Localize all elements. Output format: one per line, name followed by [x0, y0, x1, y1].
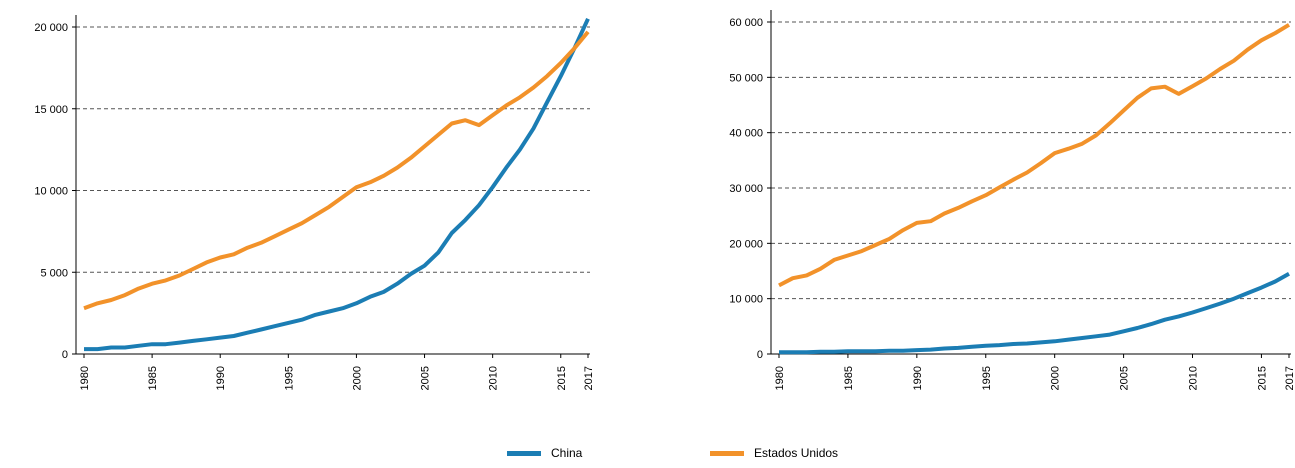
y-tick-label: 0 — [62, 349, 68, 361]
series-line-china — [84, 17, 590, 352]
series-line-estados-unidos — [83, 30, 590, 311]
legend-item-usa: Estados Unidos — [710, 446, 838, 460]
x-tick-label: 2010 — [488, 366, 500, 390]
series-line-estados-unidos — [778, 23, 1291, 288]
y-tick-label: 60 000 — [729, 17, 763, 29]
x-tick-label: 1990 — [215, 366, 227, 390]
y-tick-label: 10 000 — [34, 186, 68, 198]
x-tick-label: 2017 — [583, 366, 595, 390]
series-line-china — [779, 272, 1290, 355]
x-tick-label: 2000 — [351, 366, 363, 390]
y-tick-label: 50 000 — [729, 72, 763, 84]
x-tick-label: 1995 — [981, 366, 993, 390]
x-tick-label: 1990 — [912, 366, 924, 390]
y-tick-label: 20 000 — [729, 238, 763, 250]
legend-swatch-china — [507, 450, 541, 456]
y-tick-label: 30 000 — [729, 183, 763, 195]
chart-right: 0 10 000 20 000 30 000 40 000 50 000 60 000 198… — [729, 10, 1295, 390]
legend-swatch-usa — [710, 450, 744, 456]
x-tick-label: 1985 — [147, 366, 159, 390]
x-tick-label: 2017 — [1284, 366, 1295, 390]
y-tick-label: 5 000 — [40, 267, 68, 279]
x-tick-label: 1980 — [79, 366, 91, 390]
x-tick-label: 2005 — [1119, 366, 1131, 390]
x-tick-label: 2015 — [556, 366, 568, 390]
x-tick-label: 1985 — [843, 366, 855, 390]
x-tick-label: 2015 — [1256, 366, 1268, 390]
y-tick-label: 10 000 — [729, 294, 763, 306]
x-tick-label: 2005 — [420, 366, 432, 390]
y-tick-label: 15 000 — [34, 104, 68, 116]
legend-label-usa: Estados Unidos — [754, 446, 839, 460]
y-tick-label: 40 000 — [729, 128, 763, 140]
x-tick-label: 2000 — [1050, 366, 1062, 390]
x-tick-label: 1980 — [774, 366, 786, 390]
y-tick-label: 0 — [757, 349, 763, 361]
chart-left: 0 5 000 10 000 15 000 20 000 1980 1985 1990 1995… — [34, 15, 595, 390]
x-tick-label: 2010 — [1188, 366, 1200, 390]
y-tick-label: 20 000 — [34, 22, 68, 34]
legend-item-china: China — [507, 446, 582, 460]
x-tick-label: 1995 — [283, 366, 295, 390]
legend-label-china: China — [551, 446, 583, 460]
